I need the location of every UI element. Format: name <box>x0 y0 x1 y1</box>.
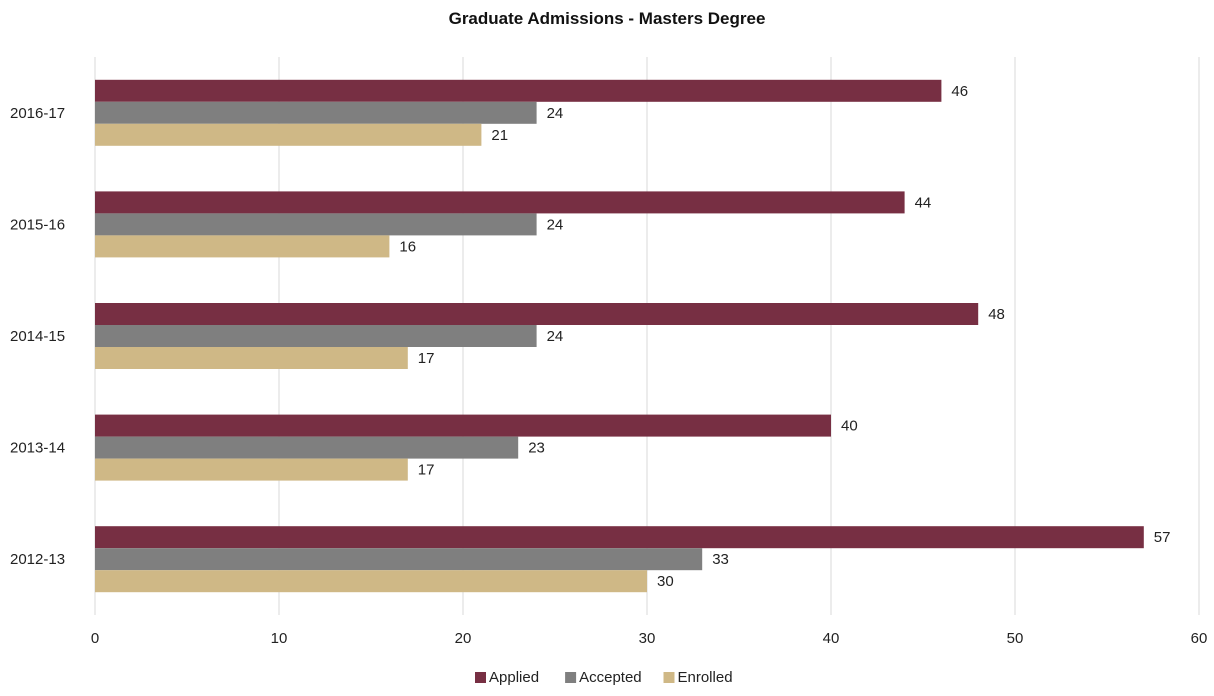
x-tick-label: 0 <box>91 630 99 647</box>
bar-applied <box>95 79 942 102</box>
legend-label: Accepted <box>579 669 642 686</box>
legend-swatch <box>663 672 675 683</box>
data-label: 17 <box>418 462 435 479</box>
category-axis: 2016-17 2015-16 2014-15 2013-14 2012-13 <box>10 105 65 568</box>
bars <box>95 79 1144 593</box>
legend-swatch <box>475 672 486 683</box>
bar-accepted <box>95 213 537 236</box>
x-tick-label: 50 <box>1007 630 1024 647</box>
x-tick-label: 40 <box>823 630 840 647</box>
category-label: 2013-14 <box>10 440 65 457</box>
data-label: 16 <box>399 238 416 255</box>
x-tick-label: 30 <box>639 630 656 647</box>
category-label: 2015-16 <box>10 216 65 233</box>
bar-enrolled <box>95 235 390 258</box>
bar-applied <box>95 414 831 437</box>
category-label: 2014-15 <box>10 328 65 345</box>
bar-accepted <box>95 101 537 124</box>
data-label: 46 <box>951 83 968 100</box>
data-label: 24 <box>547 216 564 233</box>
category-label: 2016-17 <box>10 105 65 122</box>
category-label: 2012-13 <box>10 551 65 568</box>
data-label: 17 <box>418 350 435 367</box>
x-tick-label: 10 <box>271 630 288 647</box>
data-label: 33 <box>712 551 729 568</box>
data-label: 57 <box>1154 529 1171 546</box>
bar-accepted <box>95 436 519 459</box>
data-label: 44 <box>915 194 932 211</box>
data-label: 21 <box>491 127 508 144</box>
bar-accepted <box>95 548 703 571</box>
bar-enrolled <box>95 458 408 481</box>
legend: Applied Accepted Enrolled <box>475 669 733 686</box>
bar-enrolled <box>95 123 482 146</box>
legend-swatch <box>565 672 577 683</box>
x-tick-label: 60 <box>1191 630 1208 647</box>
bar-applied <box>95 303 979 325</box>
bar-enrolled <box>95 570 647 593</box>
x-tick-label: 20 <box>455 630 472 647</box>
legend-label: Enrolled <box>678 669 733 686</box>
data-label: 40 <box>841 418 858 435</box>
data-label: 23 <box>528 440 545 457</box>
data-label: 48 <box>988 306 1005 323</box>
bar-accepted <box>95 325 537 347</box>
chart-title: Graduate Admissions - Masters Degree <box>449 9 766 28</box>
data-label: 24 <box>547 105 564 122</box>
data-label: 30 <box>657 573 674 590</box>
bar-enrolled <box>95 347 408 369</box>
data-label: 24 <box>547 328 564 345</box>
data-labels: 46 24 21 44 24 16 48 24 17 40 23 17 57 33 30 <box>399 83 1170 590</box>
bar-applied <box>95 191 905 214</box>
bar-applied <box>95 526 1144 549</box>
legend-label: Applied <box>489 669 539 686</box>
value-axis: 0 10 20 30 40 50 60 <box>91 630 1208 647</box>
